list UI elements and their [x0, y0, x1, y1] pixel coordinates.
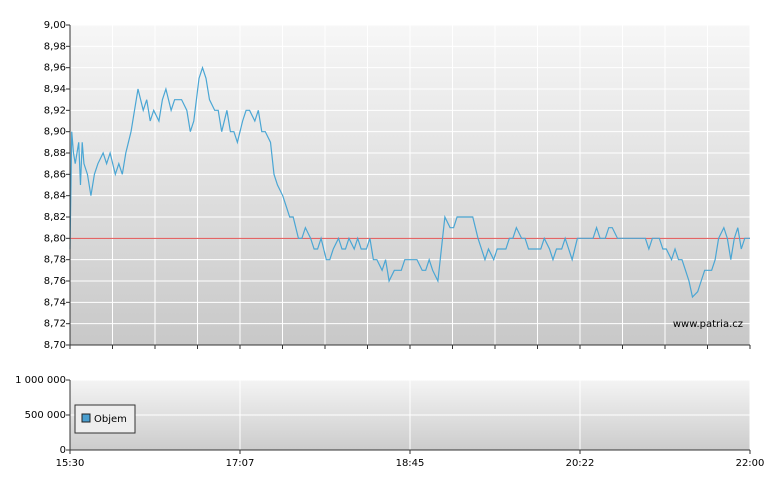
x-tick-label: 15:30: [56, 458, 85, 469]
y-tick-label: 8,70: [44, 340, 66, 351]
y-tick-label: 8,86: [44, 169, 66, 180]
legend-label: Objem: [94, 414, 127, 425]
x-tick-label: 17:07: [226, 458, 255, 469]
y-tick-label: 8,72: [44, 319, 66, 330]
y-tick-label: 8,92: [44, 105, 66, 116]
marks: [69, 65, 750, 299]
x-tick-label: 20:22: [566, 458, 595, 469]
y-tick-label: 0: [60, 445, 66, 456]
y-tick-label: 8,76: [44, 276, 66, 287]
y-tick-label: 8,82: [44, 212, 66, 223]
y-tick-label: 8,90: [44, 127, 66, 138]
y-tick-label: 8,74: [44, 297, 66, 308]
legend-swatch: [81, 413, 91, 423]
y-tick-label: 8,80: [44, 233, 66, 244]
y-tick-label: 8,88: [44, 148, 66, 159]
y-tick-label: 8,96: [44, 63, 66, 74]
y-tick-label: 8,98: [44, 41, 66, 52]
y-tick-label: 8,94: [44, 84, 66, 95]
y-tick-label: 500 000: [25, 410, 66, 421]
price-grid: 8,70 8,72 8,74 8,76 8,78 8,80 8,82 8,84 8,86 8,88…: [44, 20, 751, 351]
watermark: www.patria.cz: [673, 319, 743, 330]
x-tick-label: 22:00: [736, 458, 765, 469]
y-tick-label: 1 000 000: [15, 375, 66, 386]
price-line: [69, 65, 750, 299]
y-tick-label: 8,78: [44, 255, 66, 266]
y-tick-label: 8,84: [44, 191, 66, 202]
x-tick-label: 18:45: [396, 458, 425, 469]
y-tick-label: 9,00: [44, 20, 66, 31]
